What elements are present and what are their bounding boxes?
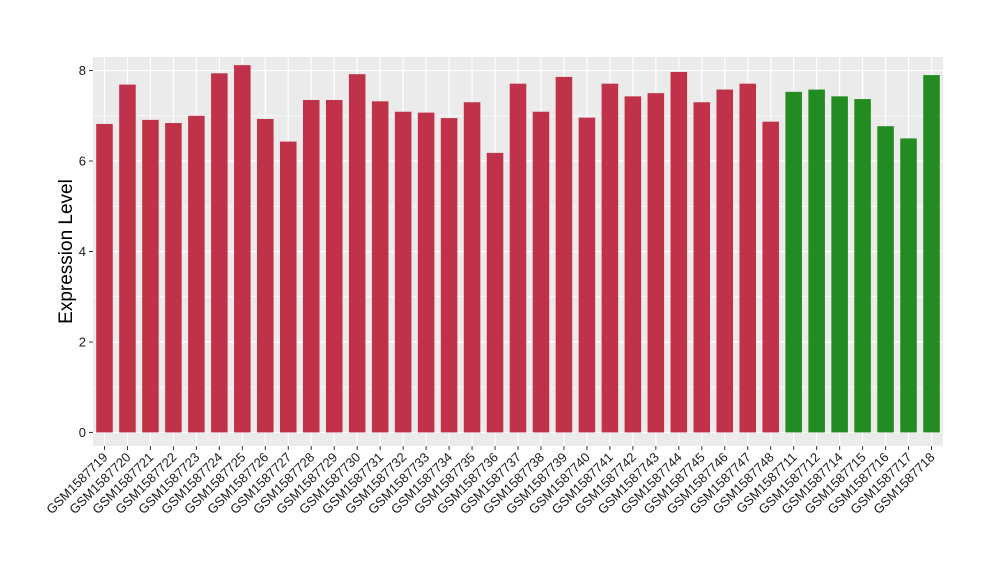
bar-GSM1587719 xyxy=(96,123,113,433)
bar-GSM1587714 xyxy=(831,96,848,433)
bar-GSM1587742 xyxy=(624,96,642,433)
bar-GSM1587743 xyxy=(647,93,665,433)
bar-GSM1587726 xyxy=(257,118,274,433)
bar-GSM1587715 xyxy=(854,99,871,433)
bar-GSM1587722 xyxy=(165,123,182,433)
bar-GSM1587730 xyxy=(348,74,366,433)
bar-GSM1587729 xyxy=(325,99,343,433)
bar-GSM1587716 xyxy=(877,126,894,433)
bar-GSM1587748 xyxy=(762,121,779,433)
bar-GSM1587711 xyxy=(785,91,802,433)
bar-GSM1587734 xyxy=(440,118,458,433)
bar-GSM1587717 xyxy=(900,138,917,433)
bars xyxy=(96,65,940,433)
bar-GSM1587741 xyxy=(601,83,619,433)
bar-GSM1587735 xyxy=(463,102,481,433)
bar-GSM1587738 xyxy=(532,111,550,433)
bar-GSM1587739 xyxy=(555,76,573,433)
bar-GSM1587718 xyxy=(923,75,940,433)
y-tick-label: 8 xyxy=(79,63,86,78)
bar-GSM1587744 xyxy=(670,71,688,433)
bar-GSM1587720 xyxy=(119,84,136,433)
bar-GSM1587712 xyxy=(808,89,825,433)
x-axis: GSM1587719GSM1587720GSM1587721GSM1587722… xyxy=(43,446,938,517)
y-axis-title: Expression Level xyxy=(56,179,77,324)
y-tick-label: 4 xyxy=(79,244,86,259)
bar-GSM1587724 xyxy=(211,73,228,433)
bar-GSM1587733 xyxy=(417,112,435,433)
y-tick-label: 2 xyxy=(79,334,86,349)
bar-GSM1587728 xyxy=(302,99,320,433)
bar-GSM1587725 xyxy=(234,65,251,433)
bar-GSM1587727 xyxy=(280,141,297,433)
y-tick-label: 0 xyxy=(79,425,86,440)
bar-GSM1587746 xyxy=(716,89,734,433)
y-axis: 0 2 4 6 8 xyxy=(79,63,93,440)
bar-GSM1587731 xyxy=(371,101,389,433)
bar-GSM1587737 xyxy=(509,83,527,433)
bar-GSM1587736 xyxy=(486,152,504,433)
bar-GSM1587732 xyxy=(394,111,412,433)
bar-GSM1587745 xyxy=(693,102,711,433)
bar-GSM1587740 xyxy=(578,117,596,433)
bar-GSM1587723 xyxy=(188,115,205,433)
y-tick-label: 6 xyxy=(79,154,86,169)
bar-GSM1587721 xyxy=(142,119,159,433)
bar-GSM1587747 xyxy=(739,83,756,433)
